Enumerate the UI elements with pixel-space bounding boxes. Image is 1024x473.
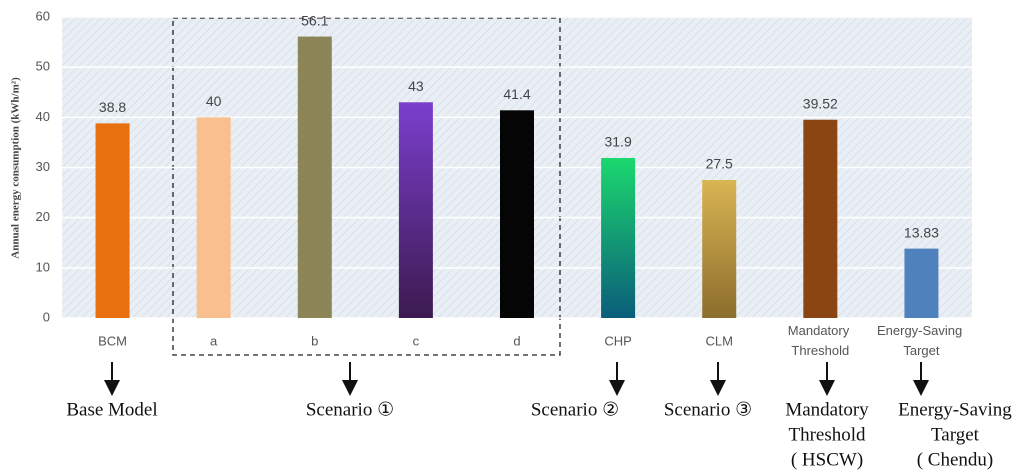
y-tick-label: 40: [36, 109, 50, 124]
x-tick-label: CHP: [604, 333, 631, 348]
annotation: Mandatory: [785, 399, 869, 420]
x-tick-label: CLM: [705, 333, 732, 348]
value-label: 13.83: [904, 224, 939, 240]
annotation: ( HSCW): [791, 449, 863, 470]
x-tick-label: BCM: [98, 333, 127, 348]
annotation: ( Chendu): [917, 449, 994, 470]
y-tick-label: 10: [36, 259, 50, 274]
value-label: 56.1: [301, 12, 328, 28]
value-label: 43: [408, 78, 424, 94]
annotation: Threshold: [788, 424, 866, 445]
annotation: Base Model: [66, 399, 157, 420]
y-axis-label: Annual energy consumption (kWh/m²): [10, 77, 22, 259]
y-tick-label: 0: [43, 309, 50, 324]
bar: [297, 36, 332, 318]
annotation: Target: [931, 424, 980, 445]
value-label: 31.9: [604, 134, 631, 150]
bar: [95, 123, 130, 318]
annotation: Energy-Saving: [898, 399, 1012, 420]
y-tick-label: 30: [36, 159, 50, 174]
value-label: 27.5: [706, 156, 733, 172]
bar: [196, 117, 231, 318]
value-label: 40: [206, 93, 222, 109]
x-tick-label: b: [311, 333, 318, 348]
x-tick-label: a: [210, 333, 218, 348]
y-tick-label: 20: [36, 209, 50, 224]
annotation: Scenario ③: [664, 399, 752, 420]
x-tick-label: c: [413, 333, 420, 348]
value-label: 38.8: [99, 99, 126, 115]
y-tick-label: 60: [36, 8, 50, 23]
bar: [500, 110, 534, 318]
annotation: Scenario ②: [531, 399, 619, 420]
annotation: Scenario ①: [306, 399, 394, 420]
x-tick-label: Mandatory Threshold: [788, 323, 853, 358]
scenario-box: [172, 17, 561, 356]
bar: [904, 248, 939, 318]
bar: [601, 157, 636, 318]
y-tick-label: 50: [36, 59, 50, 74]
x-tick-label: Energy-Saving Target: [877, 323, 966, 358]
bar: [702, 180, 737, 318]
x-tick-label: d: [513, 333, 520, 348]
bar: [398, 102, 433, 319]
value-label: 41.4: [503, 86, 530, 102]
value-label: 39.52: [803, 95, 838, 111]
bar: [803, 119, 838, 318]
